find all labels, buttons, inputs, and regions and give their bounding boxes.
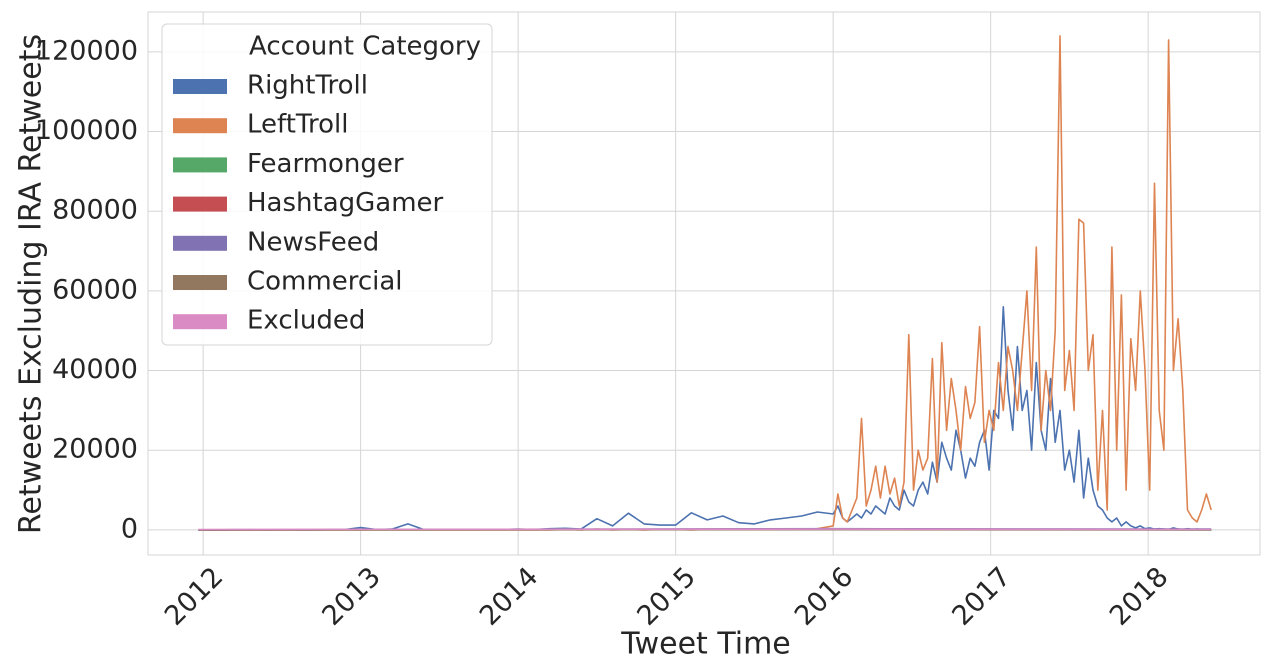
legend-title: Account Category (249, 32, 481, 62)
legend-label: LeftTroll (247, 110, 348, 140)
y-tick-label: 0 (121, 513, 138, 544)
legend-swatch (173, 79, 227, 94)
x-tick-label: 2017 (946, 561, 1017, 632)
legend-label: Fearmonger (247, 149, 404, 179)
x-tick-label: 2014 (474, 561, 545, 632)
y-tick-label: 120000 (35, 35, 138, 66)
y-tick-label: 20000 (52, 434, 138, 465)
legend-box (161, 23, 493, 346)
legend-label: Excluded (247, 306, 365, 336)
legend-swatch (173, 118, 227, 134)
legend-label: HashtagGamer (247, 188, 444, 218)
x-tick-label: 2013 (316, 561, 387, 632)
x-tick-label: 2015 (631, 561, 702, 632)
x-tick-label: 2018 (1104, 561, 1175, 632)
y-tick-label: 100000 (35, 115, 138, 146)
legend-swatch (173, 196, 227, 212)
y-tick-label: 60000 (52, 274, 138, 305)
x-axis-label: Tweet Time (620, 627, 791, 662)
legend-swatch (173, 235, 227, 251)
legend-label: NewsFeed (247, 227, 379, 257)
legend-label: Commercial (247, 267, 403, 297)
y-tick-label: 80000 (52, 195, 138, 226)
legend-swatch (173, 275, 227, 290)
y-tick-label: 40000 (52, 354, 138, 385)
plot-frame (147, 11, 1261, 556)
legend-swatch (173, 157, 227, 173)
legend-swatch (173, 314, 227, 330)
y-axis-label: Retweets Excluding IRA Retweets (14, 34, 49, 534)
x-tick-label: 2016 (789, 561, 860, 632)
legend-label: RightTroll (247, 71, 368, 101)
x-tick-label: 2012 (159, 561, 230, 632)
